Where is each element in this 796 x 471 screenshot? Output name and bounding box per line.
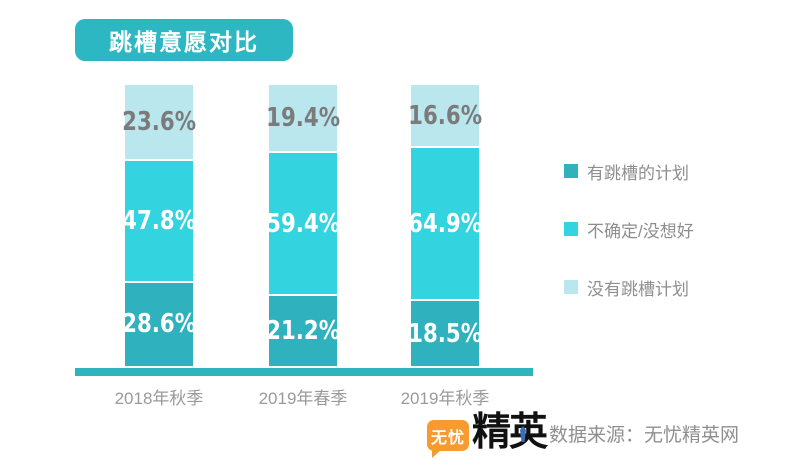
bar-segment: 23.6% [122,85,196,160]
legend: 有跳槽的计划 不确定/没想好 没有跳槽计划 [564,161,694,335]
logo-bubble-tail-icon [432,450,441,458]
bar-segment: 47.8% [122,159,196,281]
bar-segment: 64.9% [408,146,482,300]
x-axis-line [75,368,533,376]
chart-title: 跳槽意愿对比 [109,29,259,55]
legend-label: 没有跳槽计划 [587,279,689,299]
bar-segment: 59.4% [266,151,340,295]
bar-segment: 16.6% [408,85,482,147]
bar-segment: 28.6% [122,280,196,368]
segment-value-label: 19.4% [266,103,340,134]
segment-value-label: 21.2% [266,316,340,347]
segment-value-label: 16.6% [408,100,482,131]
legend-item: 没有跳槽计划 [564,277,694,299]
legend-swatch [564,164,578,178]
legend-item: 不确定/没想好 [564,219,694,241]
legend-item: 有跳槽的计划 [564,161,694,183]
x-axis-label: 2018年秋季 [114,389,204,408]
bar-segment: 18.5% [408,299,482,368]
segment-value-label: 28.6% [122,309,196,340]
bar-group: 23.6% 47.8% 28.6% [122,85,196,368]
segment-value-label: 18.5% [408,318,482,349]
logo-bubble: 无忧 [427,420,469,458]
legend-label: 不确定/没想好 [587,221,694,241]
data-source-text: 数据来源：无忧精英网 [549,425,740,446]
title-badge: 跳槽意愿对比 [75,19,293,61]
bar-segment: 19.4% [266,85,340,152]
logo-main-text: 精英 [472,411,548,454]
segment-value-label: 59.4% [266,208,340,239]
segment-value-label: 64.9% [408,208,482,239]
segment-value-label: 23.6% [122,107,196,138]
bar-segment: 21.2% [266,294,340,368]
bar-group: 19.4% 59.4% 21.2% [266,85,340,368]
legend-swatch [564,222,578,236]
logo-tie-icon [520,426,526,442]
x-axis-label: 2019年秋季 [400,389,490,408]
x-axis-label: 2019年春季 [258,389,348,408]
segment-value-label: 47.8% [122,205,196,236]
logo-bubble-text: 无忧 [430,429,465,447]
legend-label: 有跳槽的计划 [587,163,689,183]
legend-swatch [564,280,578,294]
bar-group: 16.6% 64.9% 18.5% [408,85,482,368]
